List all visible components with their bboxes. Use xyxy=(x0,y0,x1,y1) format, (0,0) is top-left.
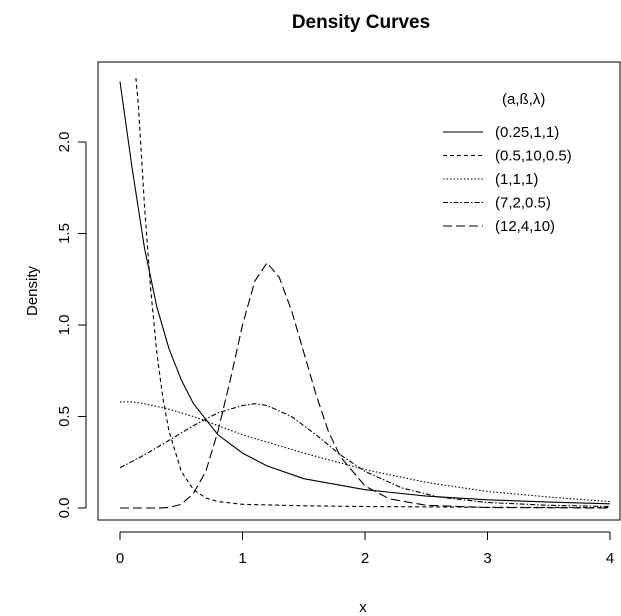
legend-label-2: (0.5,10,0.5) xyxy=(495,148,572,165)
x-axis-label: x xyxy=(359,599,367,616)
chart-title: Density Curves xyxy=(292,12,430,33)
legend-label-4: (7,2,0.5) xyxy=(495,195,551,212)
series-line-1 xyxy=(119,81,611,505)
x-tick-label: 1 xyxy=(238,550,246,567)
legend-label-1: (0.25,1,1) xyxy=(495,124,559,141)
legend-title: (a,ß,λ) xyxy=(502,91,545,108)
y-tick-label: 2.0 xyxy=(56,132,73,153)
y-tick-label: 0.5 xyxy=(56,406,73,427)
y-axis: 0.0 0.5 1.0 1.5 2.0 xyxy=(56,132,87,519)
y-axis-label: Density xyxy=(24,265,41,316)
series-line-5 xyxy=(120,262,611,509)
y-tick-label: 1.5 xyxy=(56,223,73,244)
x-tick-label: 3 xyxy=(483,550,491,567)
x-tick-label: 2 xyxy=(361,550,369,567)
x-axis: 0 1 2 3 4 xyxy=(116,531,614,567)
x-tick-label: 4 xyxy=(606,550,614,567)
y-tick-label: 0.0 xyxy=(56,498,73,519)
x-tick-label: 0 xyxy=(116,550,124,567)
series-line-2 xyxy=(135,77,611,509)
series-layer xyxy=(119,77,611,509)
plot-frame xyxy=(97,61,621,521)
series-line-3 xyxy=(120,401,611,503)
legend: (a,ß,λ) (0.25,1,1) (0.5,10,0.5) (1,1,1) (7,2… xyxy=(443,91,572,235)
legend-label-3: (1,1,1) xyxy=(495,171,538,188)
series-line-4 xyxy=(119,403,611,508)
y-tick-label: 1.0 xyxy=(56,315,73,336)
legend-label-5: (12,4,10) xyxy=(495,218,555,235)
